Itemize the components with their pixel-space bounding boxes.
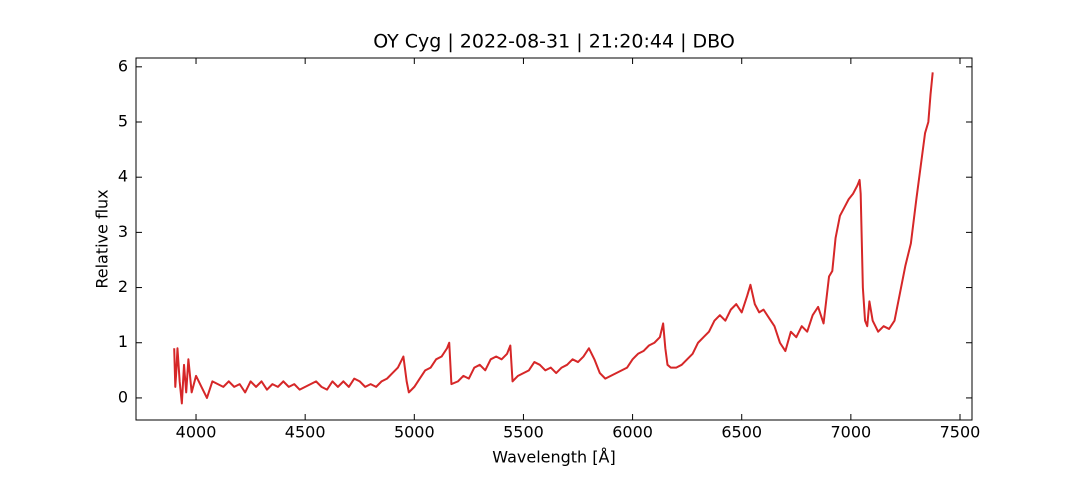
- y-tick-label: 5: [118, 112, 128, 131]
- plot-frame: [135, 57, 973, 421]
- x-tick-label: 4500: [285, 423, 326, 442]
- y-tick-label: 6: [118, 56, 128, 75]
- y-tick-label: 4: [118, 167, 128, 186]
- y-axis-label: Relative flux: [93, 189, 112, 288]
- y-tick-label: 2: [118, 277, 128, 296]
- x-tick-label: 5500: [503, 423, 544, 442]
- x-tick-label: 7500: [940, 423, 981, 442]
- y-tick-label: 3: [118, 222, 128, 241]
- x-tick-label: 7000: [830, 423, 871, 442]
- x-tick-label: 4000: [176, 423, 217, 442]
- spectrum-line: [173, 72, 934, 405]
- x-tick-label: 5000: [394, 423, 435, 442]
- x-tick-label: 6500: [721, 423, 762, 442]
- y-tick-label: 0: [118, 387, 128, 406]
- x-tick-label: 6000: [612, 423, 653, 442]
- x-axis-label: Wavelength [Å]: [492, 448, 615, 467]
- chart-title: OY Cyg | 2022-08-31 | 21:20:44 | DBO: [373, 31, 735, 53]
- y-tick-label: 1: [118, 332, 128, 351]
